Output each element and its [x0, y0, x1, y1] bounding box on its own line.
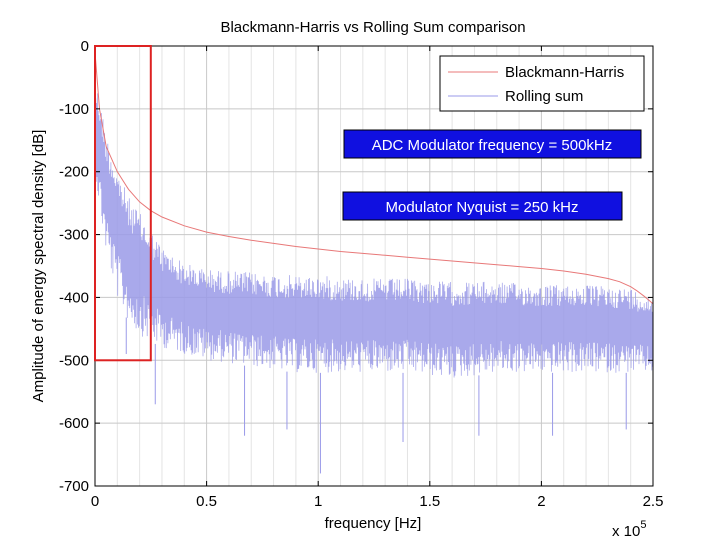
annotation-nyquist-text: Modulator Nyquist = 250 kHz — [385, 199, 578, 216]
chart-title: Blackmann-Harris vs Rolling Sum comparis… — [220, 19, 525, 36]
x-axis-multiplier: x 105 — [612, 519, 646, 540]
x-tick-label: 1.5 — [419, 493, 440, 510]
y-tick-label: -600 — [59, 415, 89, 432]
y-tick-label: -200 — [59, 164, 89, 181]
legend-label-rolling-sum: Rolling sum — [505, 88, 583, 105]
legend: Blackmann-Harris Rolling sum — [439, 55, 645, 112]
series-blackmann-harris — [94, 52, 654, 305]
y-tick-label: 0 — [81, 38, 89, 55]
annotation-adc-frequency: ADC Modulator frequency = 500kHz — [343, 129, 642, 159]
y-tick-label: -100 — [59, 101, 89, 118]
annotation-adc-frequency-text: ADC Modulator frequency = 500kHz — [372, 137, 613, 154]
y-tick-label: -500 — [59, 352, 89, 369]
x-tick-label: 2.5 — [643, 493, 664, 510]
highlight-box — [94, 45, 152, 362]
x-axis-label: frequency [Hz] — [325, 515, 422, 532]
x-axis-multiplier-exponent: 5 — [640, 519, 646, 531]
x-tick-label: 2 — [537, 493, 545, 510]
series-layer — [94, 52, 654, 474]
series-rolling-sum — [94, 93, 654, 378]
y-tick-label: -300 — [59, 227, 89, 244]
annotation-adc-frequency-box — [343, 129, 642, 159]
x-tick-label: 0 — [91, 493, 99, 510]
y-axis-label: Amplitude of energy spectral density [dB… — [30, 130, 47, 403]
y-tick-label: -700 — [59, 478, 89, 495]
tick-labels: 0 0.5 1 1.5 2 2.5 0 -100 -200 -300 -400 -500 -600 -70… — [59, 38, 663, 510]
x-tick-label: 1 — [314, 493, 322, 510]
legend-label-blackmann-harris: Blackmann-Harris — [505, 64, 624, 81]
x-tick-label: 0.5 — [196, 493, 217, 510]
annotation-nyquist: Modulator Nyquist = 250 kHz — [342, 191, 623, 221]
grid-lines — [94, 45, 654, 487]
plot-area — [95, 46, 653, 486]
legend-box — [439, 55, 645, 112]
annotation-nyquist-box — [342, 191, 623, 221]
x-axis-multiplier-base: x 10 — [612, 523, 640, 540]
y-tick-label: -400 — [59, 289, 89, 306]
